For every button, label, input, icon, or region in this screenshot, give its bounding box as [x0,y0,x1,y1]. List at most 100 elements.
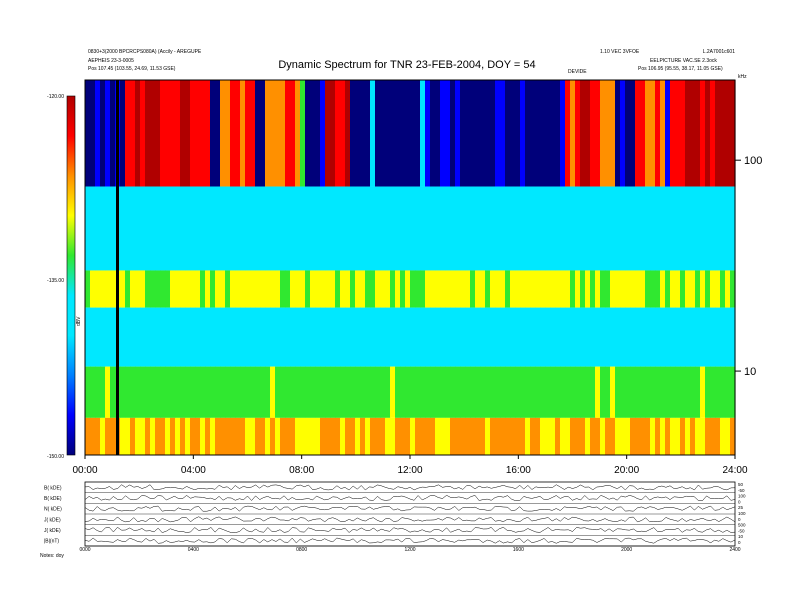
spectrogram-cell [630,307,636,367]
spectrogram-cell [155,417,161,455]
spectrogram-cell [95,307,101,367]
spectrogram-cell [500,307,506,367]
spectrogram-cell [275,417,281,455]
spectrogram-cell [410,186,416,271]
spectrogram-cell [470,270,476,308]
spectrogram-cell [695,366,701,418]
spectrogram-cell [100,270,106,308]
spectrogram-cell [585,307,591,367]
spectrogram-cell [705,80,711,187]
spectrogram-cell [210,80,216,187]
spectrogram-cell [195,366,201,418]
spectrogram-cell [95,80,101,187]
spectrogram-cell [460,270,466,308]
spectrogram-cell [715,417,721,455]
spectrogram-cell [660,80,666,187]
spectrogram-cell [615,270,621,308]
spectrogram-cell [230,417,236,455]
spectrogram-cell [380,307,386,367]
spectrogram-cell [695,307,701,367]
spectrogram-cell [410,307,416,367]
spectrogram-cell [315,270,321,308]
spectrogram-cell [520,307,526,367]
spectrogram-cell [615,186,621,271]
spectrogram-cell [325,366,331,418]
spectrogram-cell [350,307,356,367]
spectrogram-cell [675,186,681,271]
spectrogram-cell [395,186,401,271]
spectrogram-cell [330,366,336,418]
spectrogram-cell [270,80,276,187]
header-left-line-2: AEPHEIS 23-3-0005 [88,58,134,64]
spectrogram-cell [570,186,576,271]
spectrogram-cell [585,80,591,187]
spectrogram-cell [100,366,106,418]
spectrogram-cell [490,270,496,308]
spectrogram-cell [670,270,676,308]
spectrogram-cell [500,417,506,455]
spectrogram-cell [105,80,111,187]
spectrogram-cell [390,366,396,418]
spectrogram-cell [415,80,421,187]
spectrogram-cell [565,307,571,367]
spectrogram-cell [720,366,726,418]
spectrogram-cell [225,270,231,308]
spectrogram-cell [720,80,726,187]
spectrogram-cell [325,80,331,187]
spectrogram-cell [180,417,186,455]
spectrogram-cell [250,366,256,418]
spectrogram-cell [150,270,156,308]
spectrogram-cell [500,80,506,187]
spectrogram-cell [395,307,401,367]
spectrogram-cell [650,366,656,418]
spectrogram-cell [685,366,691,418]
spectrogram-cell [555,366,561,418]
spectrogram-cell [160,80,166,187]
spectrogram-cell [385,307,391,367]
spectrogram-cell [175,186,181,271]
spectrogram-cell [575,307,581,367]
spectrogram-cell [530,307,536,367]
spectrogram-cell [235,307,241,367]
spectrogram-cell [630,417,636,455]
spectrogram-cell [440,186,446,271]
spectrogram-cell [225,80,231,187]
spectrogram-cell [110,80,116,187]
spectrogram-cell [250,270,256,308]
spectrogram-cell [105,366,111,418]
spectrogram-cell [295,366,301,418]
spectrogram-cell [360,307,366,367]
spectrogram-cell [130,307,136,367]
spectrogram-cell [215,366,221,418]
spectrogram-cell [345,307,351,367]
spectrogram-cell [280,417,286,455]
spectrogram-cell [505,186,511,271]
spectrogram-cell [325,270,331,308]
spectrogram-cell [625,417,631,455]
spectrogram-cell [275,186,281,271]
spectrogram-cell [570,307,576,367]
spectrogram-cell [590,80,596,187]
spectrogram-cell [110,270,116,308]
spectrogram-cell [575,80,581,187]
spectrogram-cell [705,417,711,455]
spectrogram-cell [605,366,611,418]
spectrogram-cell [255,80,261,187]
spectrogram-cell [625,366,631,418]
spectrogram-cell [195,80,201,187]
spectrogram-cell [635,270,641,308]
spectrogram-cell [330,80,336,187]
spectrogram-cell [580,417,586,455]
spectrogram-cell [125,417,131,455]
spectrogram-cell [105,186,111,271]
lower-right-tick-label: 100 [738,511,746,516]
spectrogram-cell [285,270,291,308]
spectrogram-cell [655,366,661,418]
spectrogram-cell [100,417,106,455]
spectrogram-cell [450,366,456,418]
spectrogram-cell [640,307,646,367]
spectrogram-cell [610,307,616,367]
spectrogram-cell [630,186,636,271]
spectrogram-cell [715,366,721,418]
spectrogram-cell [295,270,301,308]
